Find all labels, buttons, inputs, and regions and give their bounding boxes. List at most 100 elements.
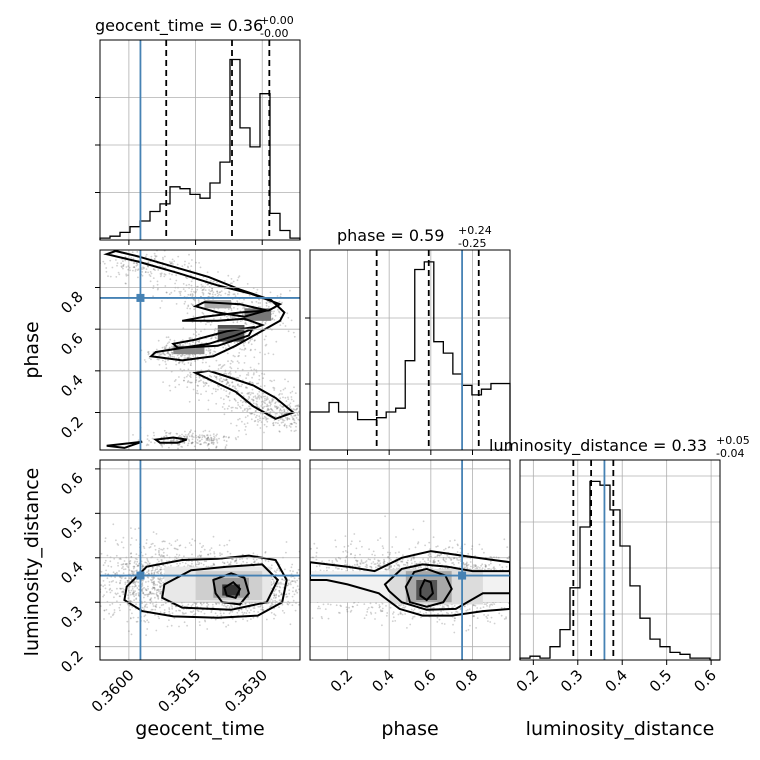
distance-vs-geocent-time-sample bbox=[271, 578, 274, 581]
phase-vs-geocent-time-sample bbox=[213, 438, 216, 441]
distance-vs-geocent-time-sample bbox=[156, 594, 159, 597]
phase-vs-geocent-time-sample bbox=[212, 438, 215, 440]
distance-vs-phase-sample bbox=[404, 605, 407, 608]
phase-vs-geocent-time-sample bbox=[231, 385, 234, 388]
phase-vs-geocent-time-sample bbox=[156, 352, 159, 355]
phase-vs-geocent-time-sample bbox=[235, 438, 238, 441]
distance-vs-phase-sample bbox=[339, 612, 341, 614]
phase-vs-geocent-time-sample bbox=[206, 434, 208, 437]
distance-vs-geocent-time-sample bbox=[160, 573, 162, 575]
phase-vs-geocent-time-sample bbox=[236, 407, 239, 410]
phase-vs-geocent-time-sample bbox=[167, 355, 170, 358]
distance-vs-geocent-time-sample bbox=[199, 542, 201, 545]
phase-vs-geocent-time-sample bbox=[225, 436, 228, 438]
phase-vs-geocent-time-sample bbox=[237, 276, 240, 279]
phase-vs-geocent-time-sample bbox=[136, 262, 138, 265]
phase-vs-geocent-time-sample bbox=[286, 418, 289, 421]
distance-vs-geocent-time-sample bbox=[132, 571, 135, 574]
phase-vs-geocent-time-sample bbox=[183, 379, 185, 382]
phase-vs-geocent-time-sample bbox=[169, 440, 172, 442]
phase-vs-geocent-time-sample bbox=[148, 357, 151, 359]
phase-vs-geocent-time-sample bbox=[277, 406, 280, 409]
distance-vs-geocent-time-sample bbox=[137, 616, 140, 619]
distance-vs-geocent-time-sample bbox=[190, 565, 193, 567]
distance-vs-phase-sample bbox=[429, 548, 431, 550]
distance-vs-phase-sample bbox=[475, 567, 478, 569]
phase-vs-geocent-time-sample bbox=[183, 441, 186, 444]
xlabel-luminosity-distance: luminosity_distance bbox=[526, 718, 715, 740]
phase-vs-geocent-time-sample bbox=[243, 423, 246, 425]
title-luminosity-distance-main: luminosity_distance = 0.33 bbox=[489, 436, 707, 456]
phase-vs-geocent-time-sample bbox=[189, 371, 192, 374]
phase-vs-geocent-time-frame bbox=[99, 249, 301, 451]
distance-vs-phase-sample bbox=[331, 560, 334, 562]
distance-vs-geocent-time-sample bbox=[107, 573, 110, 575]
phase-vs-geocent-time-sample bbox=[154, 269, 156, 271]
phase-vs-geocent-time-sample bbox=[246, 415, 249, 417]
phase-vs-geocent-time-sample bbox=[218, 291, 221, 294]
phase-vs-geocent-time-sample bbox=[208, 430, 211, 433]
phase-vs-geocent-time-sample bbox=[229, 362, 232, 365]
phase-vs-geocent-time-sample bbox=[179, 292, 182, 295]
phase-vs-geocent-time-sample bbox=[274, 405, 276, 407]
phase-vs-geocent-time-sample bbox=[248, 391, 251, 394]
phase-vs-geocent-time-sample bbox=[178, 290, 181, 293]
phase-vs-geocent-time-sample bbox=[234, 371, 237, 373]
distance-vs-geocent-time-sample bbox=[285, 551, 287, 554]
distance-vs-phase-sample bbox=[350, 609, 353, 612]
distance-vs-geocent-time-sample bbox=[219, 552, 221, 554]
distance-vs-geocent-time-sample bbox=[254, 560, 256, 563]
phase-vs-geocent-time-sample bbox=[212, 443, 215, 446]
phase-vs-geocent-time-sample bbox=[252, 329, 255, 332]
distance-vs-geocent-time-sample bbox=[161, 584, 163, 587]
distance-vs-geocent-time-sample bbox=[248, 606, 250, 609]
distance-vs-geocent-time-sample bbox=[146, 563, 149, 566]
phase-vs-geocent-time-sample bbox=[192, 355, 195, 357]
phase-vs-geocent-time-sample bbox=[229, 315, 232, 318]
distance-vs-phase-sample bbox=[329, 603, 332, 606]
phase-vs-geocent-time-sample bbox=[146, 434, 149, 437]
phase-vs-geocent-time-sample bbox=[198, 339, 201, 342]
distance-vs-geocent-time-sample bbox=[152, 583, 155, 585]
distance-vs-geocent-time-sample bbox=[292, 590, 294, 593]
phase-vs-geocent-time-sample bbox=[127, 268, 130, 271]
phase-vs-geocent-time-sample bbox=[164, 273, 167, 276]
distance-vs-phase-sample bbox=[402, 563, 405, 566]
distance-vs-geocent-time-sample bbox=[108, 612, 110, 615]
phase-vs-geocent-time-sample bbox=[231, 406, 234, 409]
phase-vs-geocent-time-sample bbox=[257, 362, 260, 365]
phase-vs-geocent-time-sample bbox=[159, 275, 162, 278]
phase-vs-geocent-time-sample bbox=[208, 365, 211, 368]
phase-vs-geocent-time-sample bbox=[241, 314, 244, 316]
phase-vs-geocent-time-sample bbox=[169, 355, 172, 358]
distance-vs-geocent-time-sample bbox=[130, 527, 132, 529]
distance-vs-geocent-time-sample bbox=[273, 593, 276, 595]
phase-vs-geocent-time-sample bbox=[117, 271, 120, 274]
distance-vs-geocent-time-sample bbox=[275, 588, 277, 591]
distance-vs-geocent-time-sample bbox=[126, 563, 128, 565]
distance-vs-geocent-time-sample bbox=[135, 620, 138, 623]
phase-vs-geocent-time-sample bbox=[283, 410, 286, 413]
distance-vs-geocent-time-sample bbox=[288, 583, 290, 586]
distance-vs-phase-sample bbox=[383, 560, 386, 563]
phase-vs-geocent-time-sample bbox=[271, 398, 274, 400]
phase-vs-geocent-time-sample bbox=[282, 322, 284, 325]
distance-vs-geocent-time-sample bbox=[144, 594, 147, 596]
phase-vs-geocent-time-sample bbox=[180, 445, 183, 448]
distance-vs-geocent-time-sample bbox=[128, 562, 131, 565]
phase-vs-geocent-time-sample bbox=[167, 336, 170, 339]
distance-vs-geocent-time-sample bbox=[136, 560, 139, 563]
phase-vs-geocent-time-sample bbox=[206, 283, 209, 286]
phase-vs-geocent-time-sample bbox=[272, 424, 275, 426]
phase-vs-geocent-time-sample bbox=[237, 436, 240, 438]
distance-vs-geocent-time-sample bbox=[286, 584, 289, 587]
distance-vs-geocent-time-sample bbox=[150, 572, 153, 575]
distance-vs-geocent-time-sample bbox=[213, 551, 216, 553]
phase-vs-geocent-time-sample bbox=[223, 402, 225, 405]
phase-vs-geocent-time-sample bbox=[202, 381, 205, 383]
distance-vs-geocent-time-sample bbox=[137, 592, 140, 594]
phase-vs-geocent-time-sample bbox=[164, 266, 167, 269]
phase-vs-geocent-time-sample bbox=[111, 266, 114, 269]
phase-vs-geocent-time-sample bbox=[182, 288, 185, 290]
phase-vs-geocent-time-sample bbox=[190, 429, 192, 432]
